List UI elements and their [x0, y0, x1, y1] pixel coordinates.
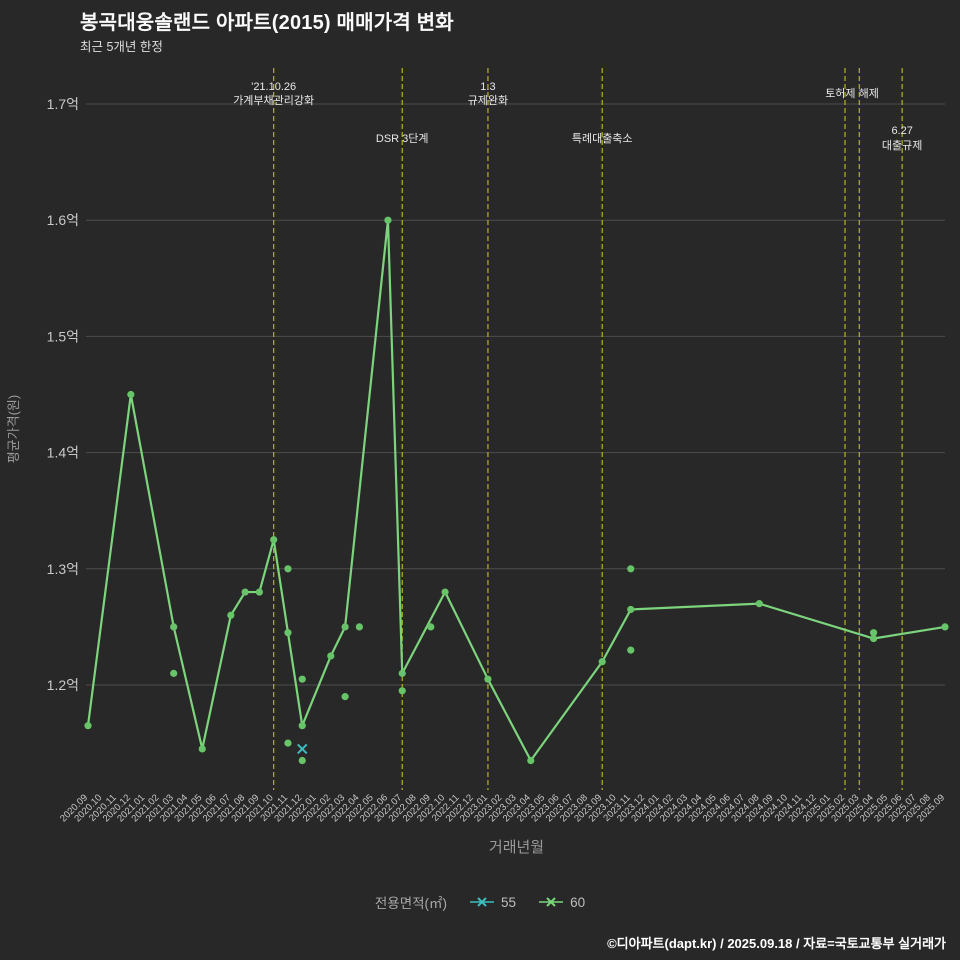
x-marker-icon: [539, 897, 564, 907]
event-label: 토허제 해제: [825, 86, 879, 100]
y-tick-label: 1.3억: [47, 561, 79, 577]
legend-item-60[interactable]: 60: [538, 895, 585, 910]
line-point: [198, 745, 206, 753]
event-label: 규제완화: [468, 94, 508, 107]
x-axis-title: 거래년월: [489, 839, 544, 856]
legend: 전용면적(㎡) 55 60: [0, 892, 960, 912]
sale-point: [284, 565, 292, 573]
x-marker-icon: [470, 897, 495, 907]
line-point: [327, 652, 335, 660]
line-point: [441, 588, 449, 596]
event-label: 대출규제: [882, 139, 922, 152]
y-tick-label: 1.2억: [47, 677, 79, 693]
event-label: 가계부채관리강화: [233, 94, 314, 107]
line-point: [170, 623, 178, 631]
line-point: [598, 658, 606, 666]
line-point: [941, 623, 949, 631]
credit-text: ©디아파트(dapt.kr) / 2025.09.18 / 자료=국토교통부 실…: [607, 936, 946, 951]
line-point: [398, 669, 406, 677]
line-point: [284, 629, 292, 637]
event-label: 특례대출축소: [572, 132, 633, 145]
event-label: 6.27: [891, 125, 912, 137]
line-point: [227, 611, 235, 619]
line-point: [869, 634, 878, 643]
sale-point: [298, 756, 306, 765]
legend-item-label: 55: [501, 894, 517, 910]
line-point: [527, 756, 535, 765]
sale-point: [869, 629, 878, 637]
chart-subtitle: 최근 5개년 한정: [80, 40, 163, 54]
legend-item-55[interactable]: 55: [469, 895, 516, 910]
sale-point: [341, 693, 349, 701]
sale-point: [427, 623, 435, 631]
y-tick-label: 1.4억: [47, 445, 79, 461]
line-point: [755, 600, 763, 608]
y-tick-label: 1.6억: [47, 212, 79, 228]
chart-title: 봉곡대웅솔랜드 아파트(2015) 매매가격 변화: [80, 12, 454, 34]
sale-point: [298, 675, 306, 683]
sale-point: [627, 646, 635, 654]
y-tick-label: 1.5억: [47, 328, 79, 344]
event-label: 1.3: [480, 81, 495, 93]
y-axis-title: 평균가격(원): [6, 395, 21, 463]
event-label: DSR 3단계: [376, 132, 429, 145]
line-point: [84, 722, 92, 730]
legend-item-label: 60: [570, 894, 586, 910]
line-point: [627, 605, 635, 614]
sale-point: [355, 623, 363, 631]
sale-point: [398, 687, 406, 695]
line-point: [270, 536, 278, 544]
line-point: [298, 722, 306, 730]
legend-title: 전용면적(㎡): [374, 896, 448, 911]
line-point: [484, 675, 492, 683]
sale-point: [627, 565, 635, 573]
price-line-60: [86, 219, 947, 762]
sale-point: [170, 669, 178, 677]
line-point: [127, 390, 135, 399]
line-point: [384, 216, 392, 224]
line-point: [255, 588, 263, 596]
line-point: [341, 623, 349, 631]
sale-point: [284, 739, 292, 747]
sale-point-x-55: [297, 743, 308, 755]
y-tick-label: 1.7억: [47, 96, 79, 112]
event-label: '21.10.26: [251, 81, 296, 93]
line-point: [241, 588, 249, 596]
